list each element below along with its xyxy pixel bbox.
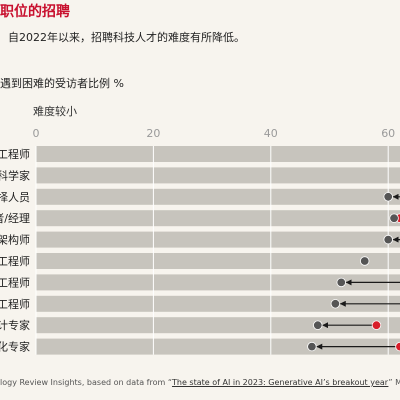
category-label: 科学家 xyxy=(0,168,30,182)
x-tick-label: 20 xyxy=(146,127,160,140)
chart-title: 遇到困难的受访者比例 % xyxy=(0,77,124,90)
x-tick-label: 40 xyxy=(264,127,278,140)
category-bar xyxy=(36,231,400,248)
source-suffix: ” M xyxy=(388,378,400,387)
dot-series-1 xyxy=(371,320,382,330)
x-tick-label: 0 xyxy=(33,127,40,140)
category-label: 工程师 xyxy=(0,255,30,268)
category-bar xyxy=(36,338,400,355)
dot-series-2 xyxy=(383,192,393,202)
dot-series-2 xyxy=(383,234,393,245)
category-label: 化专家 xyxy=(0,340,30,354)
category-bar xyxy=(36,167,400,184)
category-bar xyxy=(36,253,400,269)
source-prefix: logy Review Insights, based on data from… xyxy=(0,378,172,387)
page-title: 职位的招聘 xyxy=(0,4,70,20)
dot-series-2 xyxy=(336,277,346,288)
category-label: 工程师 xyxy=(0,276,30,289)
dot-series-2 xyxy=(313,320,323,330)
category-label: 者/经理 xyxy=(0,212,30,225)
category-bar xyxy=(36,295,400,312)
dot-series-2 xyxy=(307,341,317,352)
category-label: 择人员 xyxy=(0,190,30,204)
scale-label: 难度较小 xyxy=(33,104,77,118)
dot-series-2 xyxy=(360,256,370,266)
dot-series-2 xyxy=(389,213,399,223)
page-subtitle: 自2022年以来，招聘科技人才的难度有所降低。 xyxy=(8,31,245,44)
category-label: 计专家 xyxy=(0,318,30,332)
x-tick-label: 60 xyxy=(381,127,395,140)
category-bar xyxy=(36,146,400,162)
category-bar xyxy=(36,210,400,227)
dot-series-2 xyxy=(330,299,341,309)
category-label: 工程师 xyxy=(0,298,30,311)
source-link[interactable]: The state of AI in 2023: Generative AI’s… xyxy=(171,378,389,387)
source-note: logy Review Insights, based on data from… xyxy=(0,378,400,387)
category-bar xyxy=(36,317,400,334)
category-label: 架构师 xyxy=(0,233,30,247)
category-label: 工程师 xyxy=(0,148,30,161)
category-bar xyxy=(36,188,400,205)
category-bar xyxy=(36,274,400,291)
